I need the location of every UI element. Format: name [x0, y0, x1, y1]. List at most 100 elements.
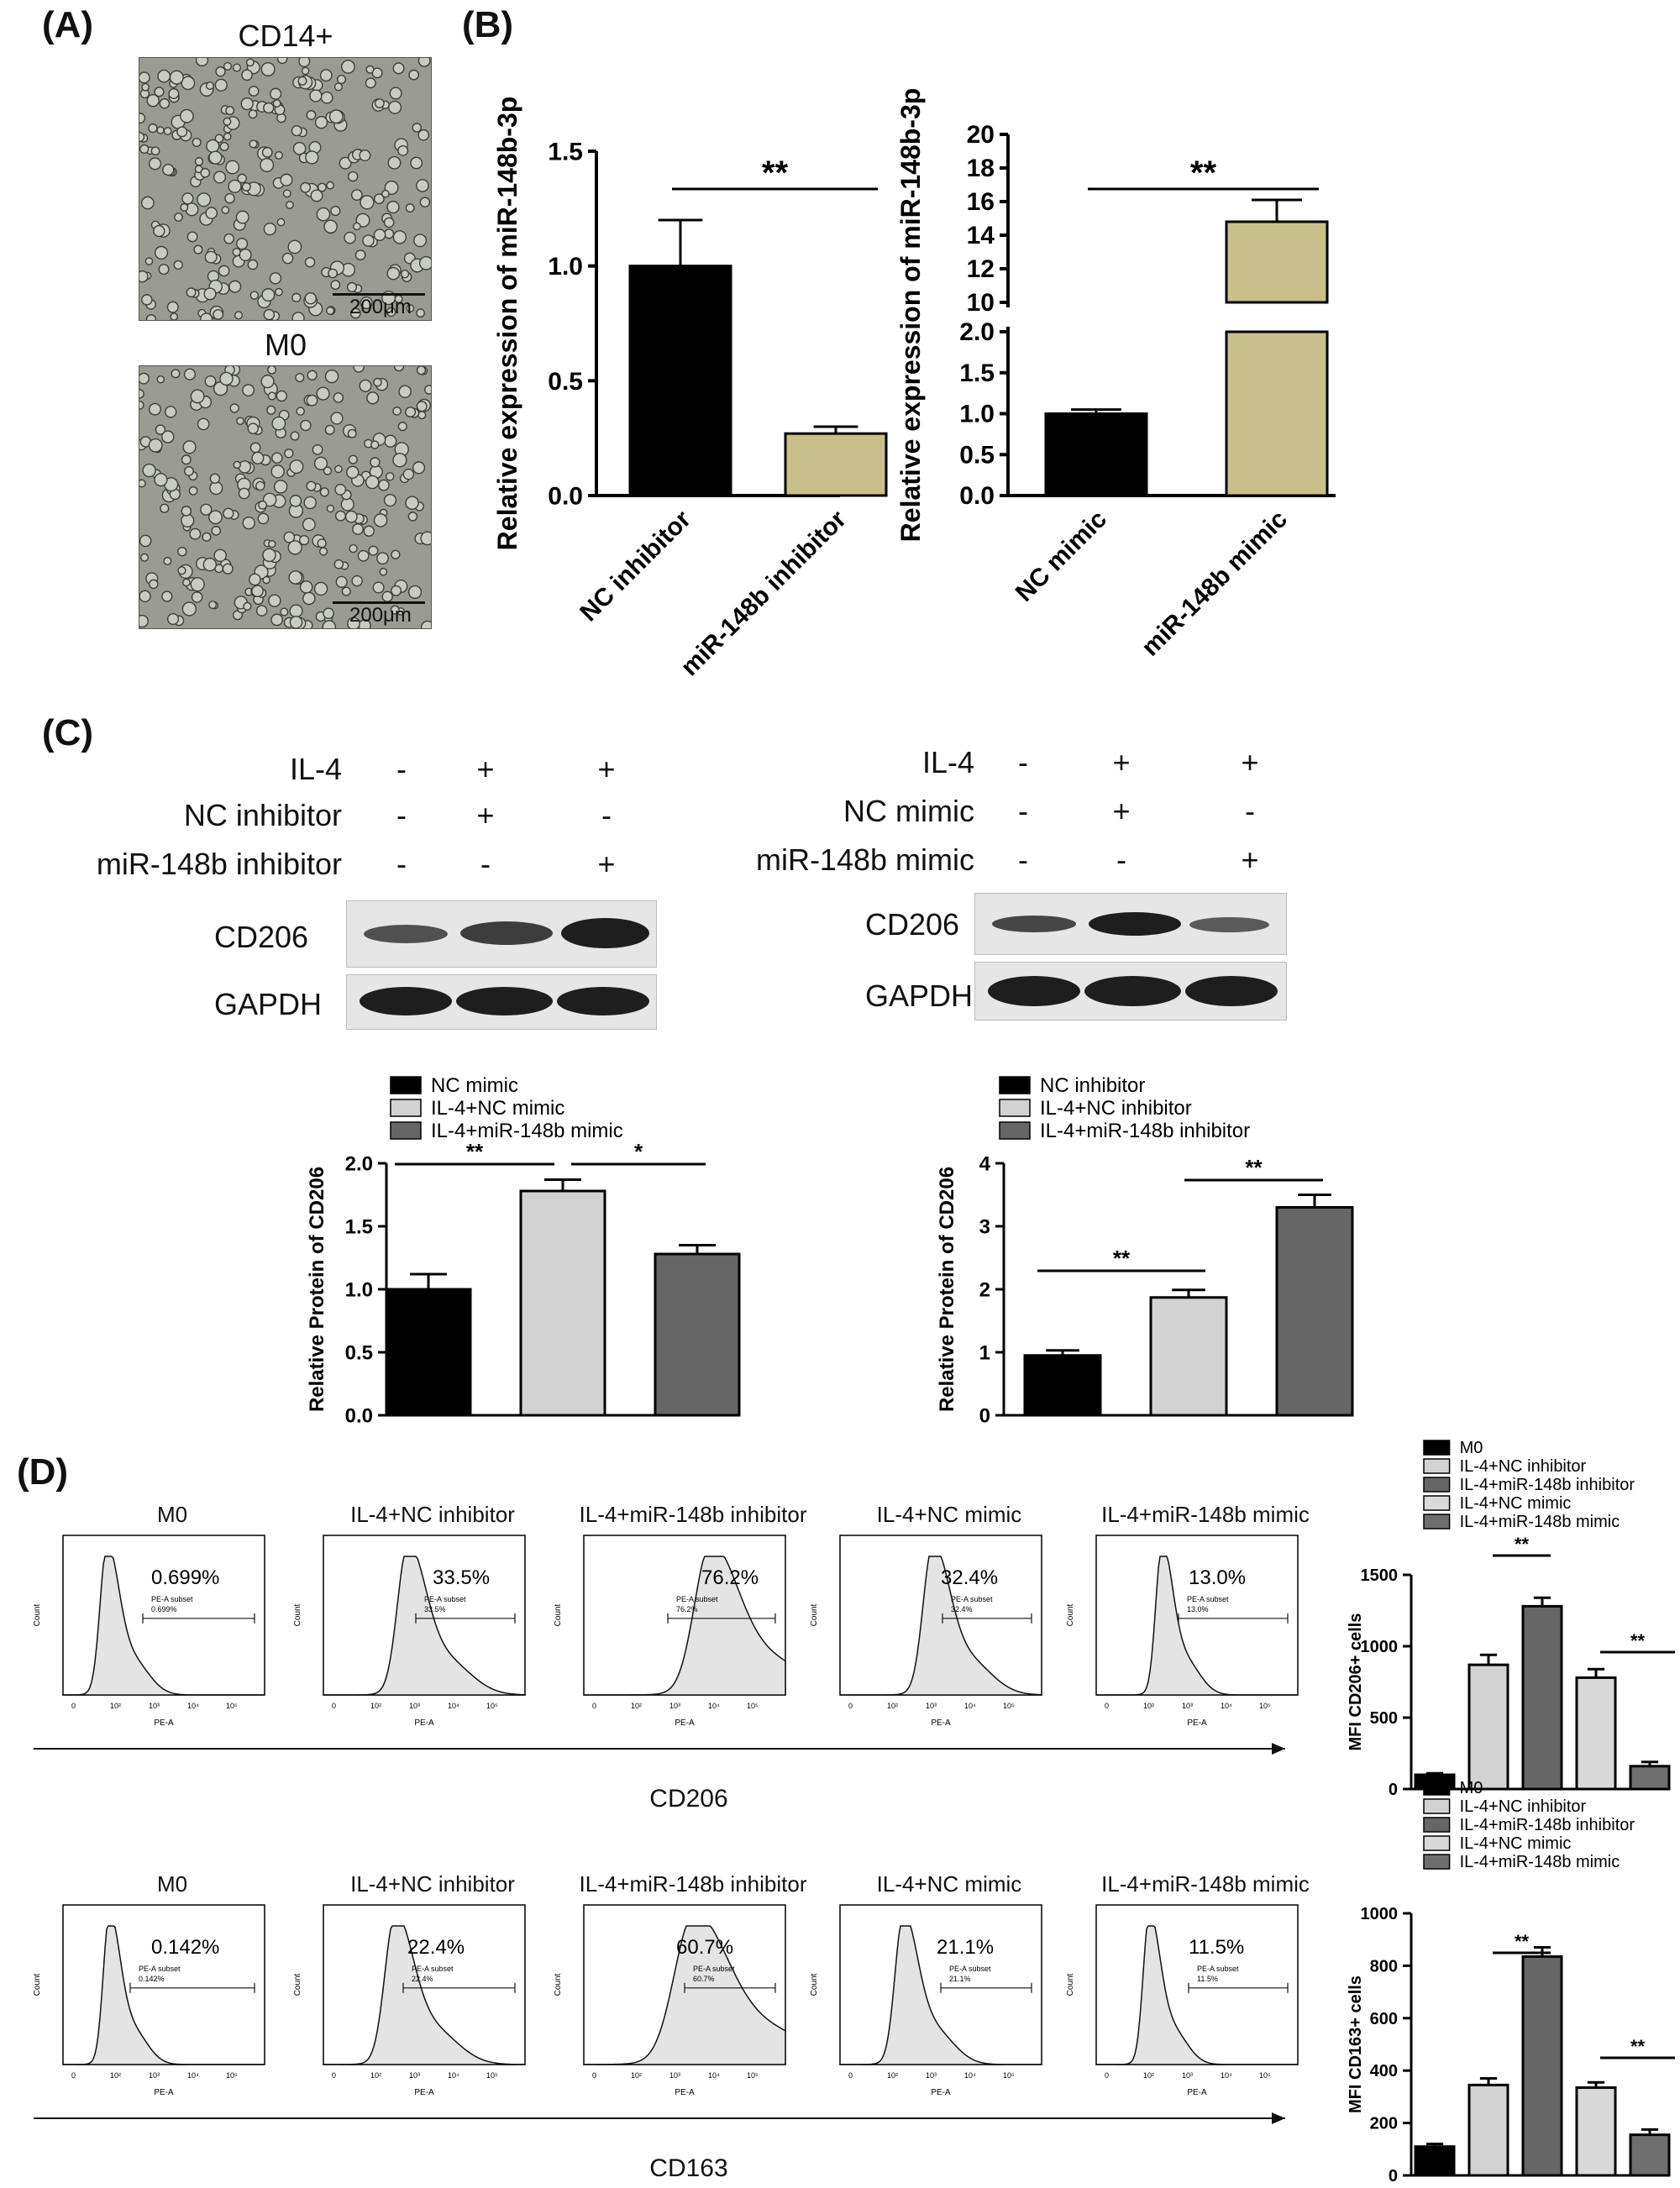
cell	[260, 61, 276, 76]
condition-sign: -	[396, 798, 407, 832]
cell	[171, 369, 181, 379]
y-axis-label: Count	[810, 1603, 819, 1626]
cell	[141, 82, 150, 92]
cell	[276, 58, 288, 65]
x-tick-label: 10²	[1143, 2071, 1154, 2080]
cell	[323, 219, 338, 234]
cell	[274, 150, 283, 160]
cell	[261, 288, 276, 302]
condition-sign: -	[396, 847, 407, 881]
cell	[348, 454, 358, 464]
legend-swatch	[1423, 1798, 1451, 1814]
legend-swatch	[390, 1076, 422, 1094]
cell	[219, 371, 234, 386]
cell	[298, 58, 311, 68]
cell	[291, 312, 305, 320]
condition-label: IL-4	[921, 745, 974, 779]
cell	[333, 559, 344, 569]
cell	[341, 60, 355, 74]
cell	[312, 443, 323, 455]
cell	[221, 206, 230, 214]
y-axis-label: MFI CD163+ cells	[1347, 1975, 1365, 2113]
cell	[392, 453, 407, 468]
y-tick-label: 3	[979, 1215, 990, 1238]
cell	[263, 308, 276, 320]
x-tick-label: 10⁴	[187, 1702, 199, 1710]
cell	[209, 481, 223, 496]
cell	[144, 257, 154, 265]
panel-label-a: (A)	[42, 4, 94, 45]
y-tick-label: 0.5	[345, 1341, 373, 1364]
y-tick-label: 20	[967, 121, 995, 149]
y-tick-label: 0.0	[959, 482, 995, 510]
gate-subset-value: 0.699%	[151, 1605, 177, 1613]
x-tick-label: 10³	[149, 2071, 160, 2080]
bar	[1575, 1676, 1617, 1791]
cell	[139, 389, 144, 399]
condition-sign: -	[1018, 745, 1028, 779]
cell	[373, 228, 386, 242]
cell	[243, 601, 252, 611]
x-tick-label: 10⁵	[747, 1702, 759, 1710]
blot-left-gapdh	[346, 974, 657, 1030]
condition-sign: -	[396, 752, 407, 786]
x-tick-label: 10³	[669, 1702, 680, 1710]
cell	[146, 93, 160, 108]
bar	[1575, 2086, 1617, 2177]
cell	[249, 573, 261, 586]
cell	[318, 547, 328, 556]
band	[1089, 912, 1181, 936]
gate-subset-name: PE-A subset	[949, 1965, 991, 1973]
cell	[164, 406, 177, 418]
cell	[191, 591, 203, 603]
band	[460, 921, 553, 945]
cell	[280, 607, 289, 617]
cell	[139, 372, 150, 385]
bar	[1225, 330, 1329, 497]
x-axis-label: PE-A	[154, 1718, 174, 1728]
legend-label: IL-4+NC mimic	[431, 1097, 564, 1120]
cell	[139, 71, 150, 84]
bar	[628, 265, 732, 497]
cell	[270, 464, 285, 479]
histogram-title: IL-4+miR-148b mimic	[1101, 1871, 1310, 1897]
cell	[251, 585, 264, 598]
cell	[139, 113, 146, 124]
cell	[370, 440, 380, 449]
blot-left-cd206-label: CD206	[214, 920, 309, 954]
legend-swatch	[999, 1076, 1031, 1094]
cell	[285, 201, 294, 210]
flow-axis-label-cd163: CD163	[649, 2154, 728, 2182]
legend-label: IL-4+NC inhibitor	[1460, 1797, 1587, 1816]
cell	[248, 86, 260, 97]
cell	[309, 89, 323, 102]
cell	[405, 407, 417, 418]
cell	[287, 540, 302, 555]
legend-swatch	[999, 1121, 1031, 1140]
cell	[211, 526, 222, 536]
legend-label: IL-4+miR-148b mimic	[431, 1120, 623, 1142]
cell	[190, 389, 205, 404]
cell	[247, 422, 260, 434]
cell	[387, 155, 402, 170]
cell	[281, 252, 294, 265]
cell	[215, 66, 226, 77]
gate-subset-value: 33.5%	[424, 1605, 446, 1613]
y-axis-label: Count	[293, 1973, 302, 1996]
gate-subset-value: 22.4%	[412, 1975, 433, 1983]
y-tick-label: 12	[967, 255, 995, 283]
panel-label-d: (D)	[17, 1451, 69, 1493]
y-tick-label: 2.0	[345, 1152, 373, 1175]
cell	[159, 97, 171, 109]
x-tick-label: 10⁴	[1221, 1702, 1232, 1710]
cell	[383, 493, 397, 507]
cell	[276, 390, 288, 402]
condition-label: miR-148b mimic	[755, 842, 974, 877]
cell	[280, 173, 293, 186]
y-tick-label: 500	[1370, 1709, 1398, 1728]
histogram-title: IL-4+NC inhibitor	[350, 1502, 515, 1527]
x-axis-label: PE-A	[675, 1718, 695, 1728]
cell	[344, 510, 358, 523]
